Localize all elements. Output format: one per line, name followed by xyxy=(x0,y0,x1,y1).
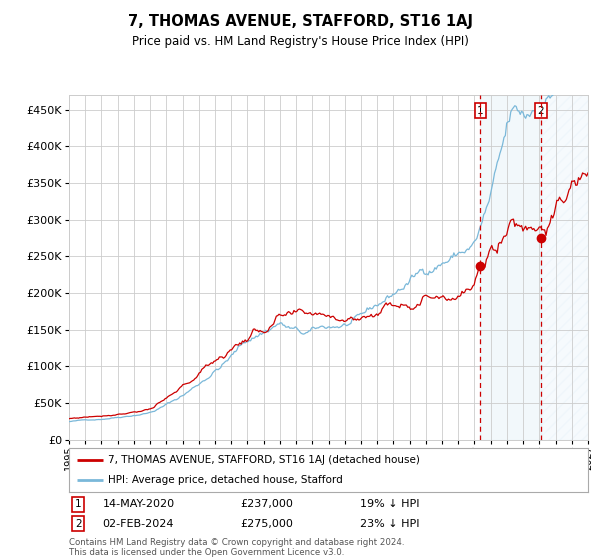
Text: 1: 1 xyxy=(477,106,484,116)
Text: Price paid vs. HM Land Registry's House Price Index (HPI): Price paid vs. HM Land Registry's House … xyxy=(131,35,469,48)
Text: 7, THOMAS AVENUE, STAFFORD, ST16 1AJ: 7, THOMAS AVENUE, STAFFORD, ST16 1AJ xyxy=(128,14,473,29)
Text: 7, THOMAS AVENUE, STAFFORD, ST16 1AJ (detached house): 7, THOMAS AVENUE, STAFFORD, ST16 1AJ (de… xyxy=(108,455,420,465)
Text: £237,000: £237,000 xyxy=(240,499,293,509)
Text: 14-MAY-2020: 14-MAY-2020 xyxy=(103,499,175,509)
Text: HPI: Average price, detached house, Stafford: HPI: Average price, detached house, Staf… xyxy=(108,475,343,485)
Text: 2: 2 xyxy=(75,519,82,529)
Bar xyxy=(481,95,541,440)
Text: 2: 2 xyxy=(538,106,544,116)
Text: 1: 1 xyxy=(75,499,82,509)
Text: 23% ↓ HPI: 23% ↓ HPI xyxy=(359,519,419,529)
Text: £275,000: £275,000 xyxy=(240,519,293,529)
Text: 19% ↓ HPI: 19% ↓ HPI xyxy=(359,499,419,509)
Text: 02-FEB-2024: 02-FEB-2024 xyxy=(103,519,174,529)
Text: Contains HM Land Registry data © Crown copyright and database right 2024.
This d: Contains HM Land Registry data © Crown c… xyxy=(69,538,404,557)
Bar xyxy=(541,95,588,440)
